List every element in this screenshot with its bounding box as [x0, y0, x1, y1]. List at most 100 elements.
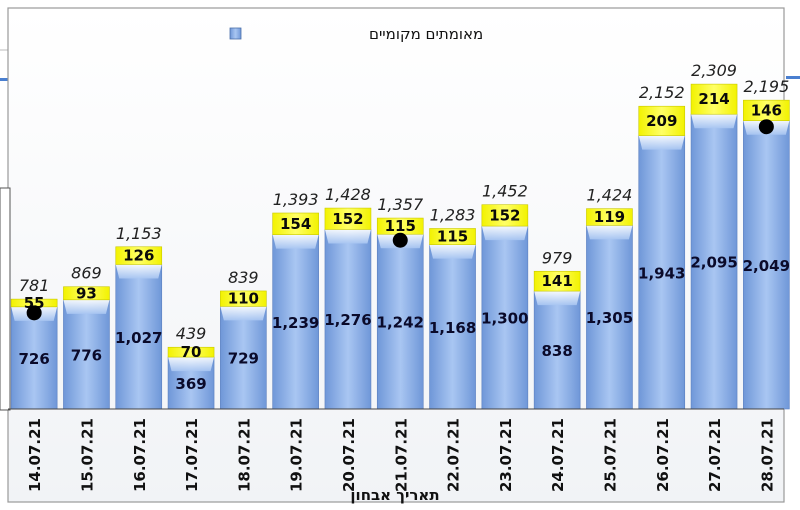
- total-label: 1,153: [116, 224, 162, 243]
- bar-yellow-27.07.21: [690, 83, 738, 115]
- bar-blue-bevel-27.07.21: [691, 114, 738, 129]
- total-label: 2,309: [691, 61, 737, 80]
- bar-blue-23.07.21: [481, 225, 529, 410]
- legend-swatch: [229, 27, 242, 40]
- legend: מאומתים מקומיים: [229, 25, 483, 43]
- x-axis-title: תאריך אבחון: [350, 486, 439, 504]
- bar-blue-bevel-23.07.21: [481, 226, 528, 241]
- bar-blue-19.07.21: [272, 234, 319, 410]
- total-label: 1,428: [325, 185, 371, 204]
- value-label-local: 1,300: [481, 310, 528, 328]
- bar-blue-20.07.21: [324, 229, 372, 410]
- x-tick-label: 26.07.21: [654, 418, 672, 492]
- bar-blue-bevel-22.07.21: [429, 244, 476, 259]
- x-tick-label: 22.07.21: [445, 418, 463, 492]
- value-label-yellow: 154: [280, 215, 311, 233]
- value-label-local: 838: [541, 342, 572, 360]
- bar-blue-bevel-16.07.21: [115, 264, 162, 279]
- x-tick-label: 19.07.21: [288, 418, 306, 492]
- total-label: 839: [228, 268, 259, 287]
- value-label-yellow: 119: [594, 208, 625, 226]
- labels-layer: 72655781776938691,0271261,15336970439729…: [18, 61, 790, 393]
- value-label-local: 1,276: [324, 311, 371, 329]
- bar-yellow-24.07.21: [533, 270, 581, 292]
- total-label: 2,152: [639, 83, 685, 102]
- x-tick-label: 24.07.21: [549, 418, 567, 492]
- legend-label: מאומתים מקומיים: [369, 25, 483, 43]
- value-label-local: 1,943: [638, 264, 685, 282]
- value-label-local: 2,049: [743, 257, 790, 275]
- bar-blue-24.07.21: [533, 290, 581, 410]
- bar-yellow-18.07.21: [220, 290, 267, 307]
- value-label-local: 729: [228, 350, 259, 368]
- bar-yellow-19.07.21: [272, 212, 319, 235]
- total-label: 869: [71, 264, 102, 283]
- bar-blue-bevel-24.07.21: [534, 291, 581, 306]
- bar-blue-bevel-15.07.21: [63, 299, 110, 314]
- value-label-yellow: 214: [698, 90, 729, 108]
- total-label: 1,393: [273, 190, 319, 209]
- value-label-yellow: 126: [123, 247, 154, 265]
- bar-blue-bevel-25.07.21: [586, 225, 633, 240]
- x-tick-label: 25.07.21: [601, 418, 619, 492]
- marker-dot: [758, 119, 774, 135]
- x-tick-label: 14.07.21: [26, 418, 44, 492]
- bar-blue-bevel-17.07.21: [168, 357, 215, 372]
- bg-accent-bar-right: [786, 76, 800, 79]
- value-label-local: 2,095: [690, 254, 737, 272]
- value-label-yellow: 93: [76, 284, 97, 302]
- value-label-yellow: 115: [385, 217, 416, 235]
- bar-blue-bevel-19.07.21: [272, 234, 319, 249]
- value-label-local: 776: [71, 346, 102, 364]
- value-label-local: 1,239: [272, 314, 319, 332]
- value-label-local: 726: [18, 350, 49, 368]
- bar-yellow-16.07.21: [115, 246, 163, 265]
- value-label-yellow: 209: [646, 112, 677, 130]
- bar-blue-26.07.21: [638, 135, 686, 410]
- value-label-yellow: 110: [228, 290, 259, 308]
- value-label-yellow: 141: [541, 272, 572, 290]
- x-tick-label: 27.07.21: [706, 418, 724, 492]
- value-label-yellow: 70: [181, 343, 202, 361]
- value-label-yellow: 152: [489, 206, 520, 224]
- total-label: 2,195: [743, 77, 789, 96]
- x-tick-label: 17.07.21: [183, 418, 201, 492]
- bar-yellow-26.07.21: [638, 105, 686, 136]
- bar-yellow-17.07.21: [167, 346, 215, 358]
- bar-blue-28.07.21: [743, 120, 790, 410]
- value-label-local: 1,242: [377, 314, 424, 332]
- x-tick-labels: 14.07.21 15.07.21 16.07.21 17.07.21 18.07.21…: [26, 418, 776, 492]
- value-label-local: 1,305: [586, 309, 633, 327]
- value-label-local: 1,168: [429, 319, 476, 337]
- x-tick-label: 16.07.21: [131, 418, 149, 492]
- marker-dot: [392, 232, 408, 248]
- bar-yellow-20.07.21: [324, 207, 372, 230]
- total-label: 1,452: [482, 182, 528, 201]
- bars-layer: [10, 83, 790, 410]
- bar-blue-15.07.21: [63, 299, 110, 410]
- total-label: 1,283: [430, 205, 476, 224]
- value-label-yellow: 115: [437, 228, 468, 246]
- bg-accent-bar-left: [0, 78, 10, 81]
- x-tick-label: 18.07.21: [235, 418, 253, 492]
- bar-yellow-22.07.21: [429, 228, 476, 245]
- bar-blue-22.07.21: [429, 244, 476, 410]
- plot-side-box: [0, 187, 11, 411]
- bar-yellow-23.07.21: [481, 204, 529, 227]
- value-label-local: 1,027: [115, 329, 162, 347]
- total-label: 1,357: [377, 195, 424, 214]
- bar-blue-bevel-26.07.21: [638, 135, 685, 150]
- marker-dot: [26, 305, 42, 321]
- x-tick-label: 23.07.21: [497, 418, 515, 492]
- value-label-local: 369: [175, 375, 206, 393]
- total-label: 979: [542, 248, 573, 267]
- bar-blue-bevel-20.07.21: [324, 229, 371, 244]
- x-tick-label: 15.07.21: [78, 418, 96, 492]
- value-label-yellow: 152: [332, 210, 363, 228]
- total-label: 781: [19, 276, 50, 295]
- value-label-yellow: 146: [751, 101, 782, 119]
- bar-yellow-25.07.21: [586, 208, 633, 226]
- x-tick-label: 21.07.21: [392, 418, 410, 492]
